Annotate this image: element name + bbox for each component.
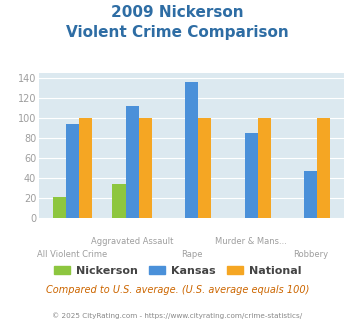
Text: © 2025 CityRating.com - https://www.cityrating.com/crime-statistics/: © 2025 CityRating.com - https://www.city…: [53, 312, 302, 318]
Bar: [139, 118, 152, 218]
Legend: Nickerson, Kansas, National: Nickerson, Kansas, National: [49, 261, 306, 280]
Bar: [126, 106, 139, 218]
Text: Compared to U.S. average. (U.S. average equals 100): Compared to U.S. average. (U.S. average …: [46, 285, 309, 295]
Text: Murder & Mans...: Murder & Mans...: [215, 237, 287, 246]
Bar: [317, 118, 331, 218]
Bar: [304, 171, 317, 218]
Bar: [185, 82, 198, 218]
Text: 2009 Nickerson: 2009 Nickerson: [111, 5, 244, 20]
Bar: [198, 118, 211, 218]
Bar: [113, 184, 126, 218]
Bar: [258, 118, 271, 218]
Text: Violent Crime Comparison: Violent Crime Comparison: [66, 25, 289, 40]
Bar: [66, 124, 79, 218]
Text: Robbery: Robbery: [293, 250, 328, 259]
Bar: [79, 118, 92, 218]
Bar: [245, 133, 258, 218]
Text: All Violent Crime: All Violent Crime: [38, 250, 108, 259]
Text: Rape: Rape: [181, 250, 202, 259]
Bar: [53, 197, 66, 218]
Text: Aggravated Assault: Aggravated Assault: [91, 237, 173, 246]
